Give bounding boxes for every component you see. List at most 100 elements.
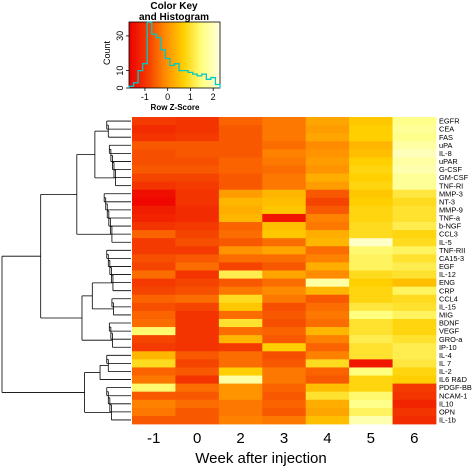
heatmap-cell — [262, 415, 307, 425]
heatmap-grid — [132, 117, 437, 425]
heatmap-cell — [305, 125, 350, 134]
heatmap-cell — [392, 327, 437, 336]
heatmap-cell — [305, 367, 350, 376]
heatmap-cell — [305, 278, 350, 288]
heatmap-cell — [392, 335, 437, 344]
heatmap-cell — [305, 189, 350, 199]
heatmap-cell — [349, 197, 393, 207]
row-label: IL6 R&D — [439, 375, 467, 384]
heatmap-cell — [262, 205, 307, 215]
heatmap-cell — [175, 262, 220, 271]
row-label: OPN — [439, 407, 455, 416]
heatmap-cell — [175, 117, 220, 126]
heatmap-cell — [392, 246, 437, 255]
column-label: -1 — [147, 430, 160, 447]
column-label: 6 — [410, 430, 418, 447]
color-key-ytick-label: 0 — [115, 85, 125, 90]
row-label: FAS — [439, 133, 453, 142]
color-key-gradient — [129, 22, 221, 88]
heatmap-cell — [218, 407, 263, 417]
heatmap-cell — [175, 205, 220, 215]
heatmap-cell — [218, 359, 263, 368]
color-key-segment — [147, 22, 150, 88]
heatmap-cell — [392, 415, 437, 425]
color-key-segment — [213, 22, 216, 88]
color-key-segment — [185, 22, 189, 88]
heatmap-cell — [305, 407, 350, 417]
heatmap-cell — [218, 205, 263, 215]
heatmap-cell — [218, 117, 263, 126]
heatmap-cell — [262, 407, 307, 417]
heatmap-cell — [218, 302, 263, 312]
row-label: NT-3 — [439, 197, 455, 206]
row-label: EGF — [439, 262, 455, 271]
color-key-segment — [215, 22, 219, 88]
heatmap-cell — [218, 383, 263, 393]
heatmap-cell — [392, 367, 437, 376]
heatmap-cell — [262, 367, 307, 376]
row-label: PDGF-BB — [439, 383, 472, 392]
heatmap-cell — [218, 262, 263, 271]
heatmap-cell — [392, 197, 437, 207]
heatmap-cell — [305, 246, 350, 255]
heatmap-cell — [175, 367, 220, 376]
heatmap-cell — [175, 165, 220, 174]
heatmap-cell — [349, 230, 393, 239]
heatmap-cell — [132, 367, 176, 376]
heatmap-cell — [349, 294, 393, 304]
heatmap-cell — [392, 286, 437, 296]
heatmap-cell — [392, 117, 437, 126]
heatmap-cell — [392, 399, 437, 409]
heatmap-cell — [262, 133, 307, 142]
row-labels: EGFRCEAFASuPAIL-8uPARG-CSFGM-CSFTNF-RIMM… — [439, 117, 472, 425]
heatmap-cell — [349, 222, 393, 231]
heatmap-cell — [175, 197, 220, 207]
color-key-segment — [197, 22, 201, 88]
row-label: BDNF — [439, 319, 460, 328]
heatmap-cell — [305, 343, 350, 352]
heatmap-cell — [175, 375, 220, 385]
color-key-segment — [167, 22, 171, 88]
heatmap-cell — [262, 238, 307, 247]
heatmap-cell — [132, 278, 176, 288]
row-label: IP-10 — [439, 343, 457, 352]
heatmap-cell — [218, 294, 263, 304]
heatmap-cell — [305, 133, 350, 142]
heatmap-cell — [262, 117, 307, 126]
color-key-xtick-label: -1 — [141, 92, 149, 102]
row-label: IL-4 — [439, 351, 452, 360]
color-key-segment — [176, 22, 180, 88]
heatmap-cell — [218, 278, 263, 288]
heatmap-cell — [305, 351, 350, 360]
heatmap-cell — [392, 125, 437, 134]
heatmap-cell — [305, 222, 350, 231]
heatmap-cell — [349, 302, 393, 312]
row-label: MIG — [439, 311, 453, 320]
heatmap-cell — [132, 327, 176, 336]
heatmap-cell — [218, 149, 263, 158]
heatmap-cell — [175, 238, 220, 247]
heatmap-cell — [175, 173, 220, 183]
heatmap-cell — [305, 310, 350, 320]
row-label: NCAM-1 — [439, 391, 467, 400]
heatmap-cell — [132, 335, 176, 344]
color-key-segment — [133, 22, 137, 88]
heatmap-cell — [349, 343, 393, 352]
heatmap-cell — [392, 222, 437, 231]
heatmap-cell — [175, 335, 220, 344]
heatmap-cell — [349, 165, 393, 174]
row-label: IL-2 — [439, 367, 452, 376]
color-key-xtick-label: 0 — [165, 92, 170, 102]
row-label: IL-8 — [439, 149, 452, 158]
color-key-segment — [210, 22, 214, 88]
row-label: G-CSF — [439, 165, 462, 174]
row-label: IL-15 — [439, 302, 456, 311]
heatmap-cell — [175, 286, 220, 296]
heatmap-cell — [175, 407, 220, 417]
row-label: b-NGF — [439, 222, 462, 231]
color-key-segment — [194, 22, 198, 88]
row-label: GRO-a — [439, 335, 463, 344]
heatmap-cell — [349, 173, 393, 183]
heatmap-cell — [175, 270, 220, 279]
heatmap-cell — [392, 189, 437, 199]
